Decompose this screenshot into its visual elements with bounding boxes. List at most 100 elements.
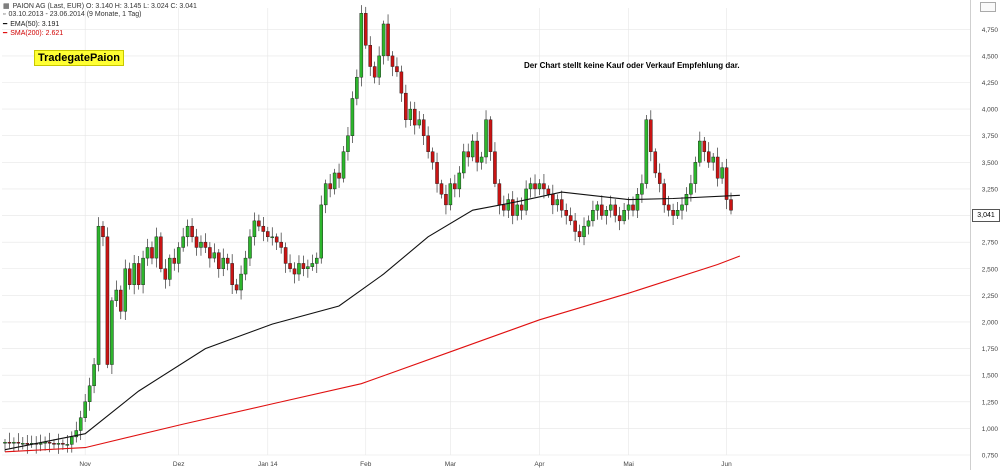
candle-down [502,204,506,211]
candle-down [613,204,617,216]
candle-up [310,263,315,267]
candle-down [16,442,21,444]
x-tick-label: Jun [721,461,732,468]
y-tick-label: 2,750 [982,240,999,247]
y-tick-label: 4,000 [982,107,999,114]
candle-down [475,140,479,163]
candle-up [319,204,323,259]
candle-down [702,140,707,152]
candle-down [7,442,12,444]
candle-up [684,194,689,206]
candle-up [591,210,595,222]
candle-up [470,140,475,158]
gridlines [2,8,970,456]
candle-up [359,13,364,78]
candle-down [497,183,502,206]
candle-down [203,241,208,248]
candle-down [413,108,417,126]
candle-up [132,263,136,285]
candle-up [315,257,319,264]
candle-up [248,236,252,259]
candle-up [689,183,693,195]
candle-down [564,210,568,216]
ema-legend[interactable]: ━ EMA(50): 3.191 [3,20,59,28]
instrument-info: ▦ PAION AG (Last, EUR) O: 3.140 H: 3.145 … [3,2,197,10]
candle-down [217,252,221,269]
candle-down [600,204,604,216]
candle-up [332,172,337,190]
candle-up [243,257,248,275]
candlesticks [3,5,733,454]
candle-down [150,247,154,259]
y-tick-label: 1,750 [982,346,999,353]
candle-down [533,183,537,190]
candle-down [715,156,720,179]
candle-down [301,263,306,269]
candle-up [698,140,702,163]
candle-down [194,236,199,248]
candle-down [706,151,711,163]
candle-up [252,220,257,238]
candle-up [83,401,87,418]
candle-up [506,199,511,211]
candle-up [595,204,600,211]
candle-up [306,266,310,269]
window-control[interactable] [980,2,996,12]
candle-up [123,268,128,312]
candle-up [199,241,203,248]
candle-down [386,23,390,57]
y-axis: 0,750 1,000 1,250 1,500 1,750 2,000 2,250 2,500… [982,27,999,460]
candle-up [408,108,413,120]
candle-up [680,204,684,211]
candle-up [586,220,591,227]
candle-down [368,45,372,67]
candle-down [190,225,194,238]
candle-up [38,443,43,445]
candle-up [185,225,190,238]
candle-down [261,225,266,232]
candle-down [657,172,662,184]
candle-up [145,247,150,259]
calendar-icon: ▫ [3,11,6,18]
y-tick-label: 4,250 [982,80,999,87]
candle-up [92,364,96,387]
candle-down [546,188,551,195]
candle-up [604,210,609,216]
candle-down [568,215,573,222]
candle-down [444,194,448,206]
candle-down [653,151,658,174]
candle-down [577,231,582,238]
y-tick-label: 2,250 [982,293,999,300]
candle-up [221,257,226,269]
candle-down [488,119,493,152]
candle-up [212,252,217,259]
candle-down [510,199,515,216]
last-price-tag: 3,041 [972,209,1000,222]
candle-up [65,444,70,446]
candle-down [47,442,52,444]
x-tick-label: Nov [79,461,91,468]
candle-up [181,236,185,248]
y-axis-border [970,0,971,470]
instrument-label: PAION AG (Last, EUR) O: 3.140 H: 3.145 L… [12,3,197,10]
candle-up [640,183,644,195]
candle-up [74,430,79,438]
candle-up [341,151,346,179]
candle-up [56,443,61,445]
candle-up [644,119,649,184]
candle-up [154,236,159,259]
candle-up [711,156,715,163]
x-tick-label: Mar [445,461,457,468]
candle-down [136,263,141,285]
candle-down [671,210,675,216]
candle-up [582,225,586,238]
candle-up [381,23,386,57]
date-range-info: ▫ 03.10.2013 - 23.06.2014 (9 Monate, 1 Ta… [3,11,141,18]
candle-down [426,135,430,152]
candle-down [435,162,439,184]
sma-legend[interactable]: ━ SMA(200): 2.621 [3,29,63,37]
y-tick-label: 1,000 [982,426,999,433]
candle-down [430,151,435,163]
candle-down [105,236,110,365]
y-tick-label: 4,500 [982,53,999,60]
